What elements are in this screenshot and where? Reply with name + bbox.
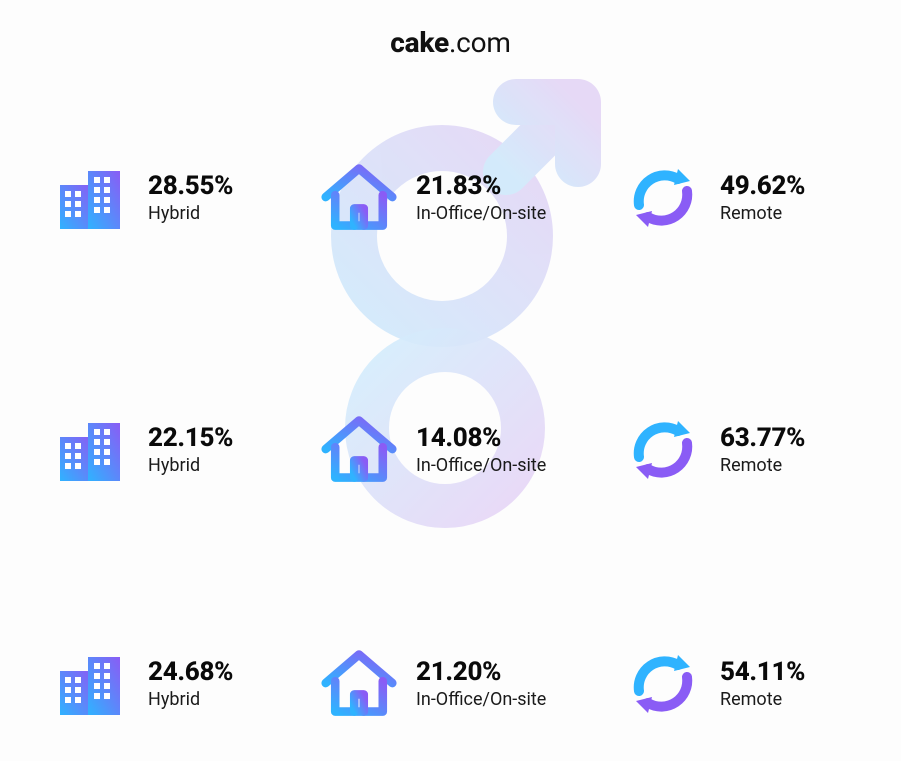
building-icon [52, 411, 130, 489]
stat-cell: 54.11%Remote [600, 645, 900, 723]
stat-label: In-Office/On-site [416, 456, 546, 477]
stat-text: 21.83%In-Office/On-site [416, 172, 546, 225]
data-row: 22.15%Hybrid 14.08%In-Office/On-site 63.… [0, 390, 901, 510]
stat-value: 21.83% [416, 172, 546, 202]
sync-arrows-icon [624, 159, 702, 237]
building-icon [52, 159, 130, 237]
stat-text: 54.11%Remote [720, 658, 805, 711]
stat-value: 24.68% [148, 658, 233, 688]
brand-logo-regular: .com [449, 26, 511, 59]
stat-value: 28.55% [148, 172, 233, 202]
stat-text: 28.55%Hybrid [148, 172, 233, 225]
sync-arrows-icon [624, 411, 702, 489]
brand-logo: cake.com [0, 26, 901, 59]
stat-value: 21.20% [416, 658, 546, 688]
stat-text: 22.15%Hybrid [148, 424, 233, 477]
stat-text: 21.20%In-Office/On-site [416, 658, 546, 711]
stat-label: Remote [720, 690, 805, 711]
stat-cell: 21.83%In-Office/On-site [300, 159, 600, 237]
stat-cell: 21.20%In-Office/On-site [300, 645, 600, 723]
data-row: 24.68%Hybrid 21.20%In-Office/On-site 54.… [0, 624, 901, 744]
house-icon [320, 159, 398, 237]
brand-logo-bold: cake [390, 26, 449, 59]
stat-cell: 14.08%In-Office/On-site [300, 411, 600, 489]
sync-arrows-icon [624, 645, 702, 723]
stat-cell: 49.62%Remote [600, 159, 900, 237]
stat-text: 49.62%Remote [720, 172, 805, 225]
stat-text: 63.77%Remote [720, 424, 805, 477]
stat-cell: 63.77%Remote [600, 411, 900, 489]
stat-value: 14.08% [416, 424, 546, 454]
stat-cell: 24.68%Hybrid [0, 645, 300, 723]
stat-label: In-Office/On-site [416, 204, 546, 225]
stat-label: Hybrid [148, 456, 233, 477]
stat-value: 49.62% [720, 172, 805, 202]
stat-label: Hybrid [148, 204, 233, 225]
stat-text: 14.08%In-Office/On-site [416, 424, 546, 477]
stat-cell: 28.55%Hybrid [0, 159, 300, 237]
building-icon [52, 645, 130, 723]
stat-label: Hybrid [148, 690, 233, 711]
stat-value: 22.15% [148, 424, 233, 454]
stat-label: Remote [720, 456, 805, 477]
stat-text: 24.68%Hybrid [148, 658, 233, 711]
stat-value: 63.77% [720, 424, 805, 454]
house-icon [320, 411, 398, 489]
stat-value: 54.11% [720, 658, 805, 688]
infographic-canvas: { "type":"infographic", "background_colo… [0, 0, 901, 761]
stat-label: In-Office/On-site [416, 690, 546, 711]
house-icon [320, 645, 398, 723]
stat-label: Remote [720, 204, 805, 225]
data-row: 28.55%Hybrid 21.83%In-Office/On-site 49.… [0, 138, 901, 258]
stat-cell: 22.15%Hybrid [0, 411, 300, 489]
